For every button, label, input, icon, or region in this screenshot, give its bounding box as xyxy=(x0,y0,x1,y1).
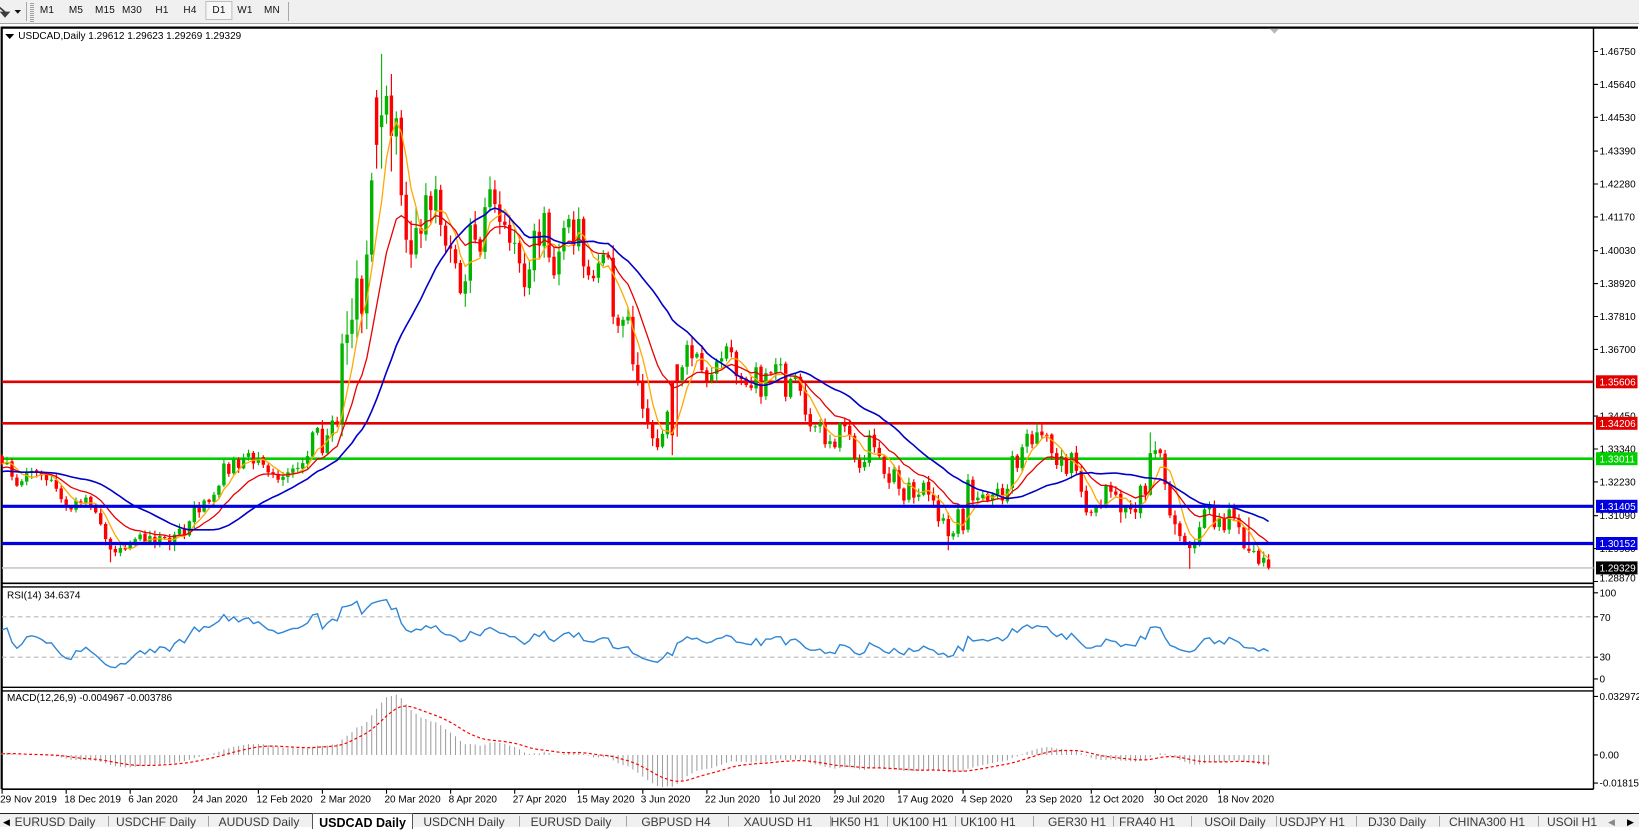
svg-text:USDCAD,Daily 1.29612 1.29623: USDCAD,Daily 1.29612 1.29623 1.29269 1.2… xyxy=(18,31,241,42)
svg-text:100: 100 xyxy=(1600,588,1617,599)
svg-text:3 Jun 2020: 3 Jun 2020 xyxy=(641,795,691,806)
svg-text:4 Sep 2020: 4 Sep 2020 xyxy=(961,795,1013,806)
svg-text:1.28870: 1.28870 xyxy=(1600,574,1637,585)
svg-text:MACD(12,26,9) -0.004967 -0.003: MACD(12,26,9) -0.004967 -0.003786 xyxy=(7,693,173,704)
svg-text:1.33011: 1.33011 xyxy=(1600,454,1636,465)
svg-text:-0.018154: -0.018154 xyxy=(1600,779,1639,790)
svg-text:22 Jun 2020: 22 Jun 2020 xyxy=(705,795,760,806)
svg-text:0.032972: 0.032972 xyxy=(1600,692,1639,703)
svg-text:1.31405: 1.31405 xyxy=(1600,502,1637,513)
svg-text:6 Jan 2020: 6 Jan 2020 xyxy=(128,795,178,806)
svg-text:10 Jul 2020: 10 Jul 2020 xyxy=(769,795,821,806)
svg-text:12 Feb 2020: 12 Feb 2020 xyxy=(256,795,313,806)
svg-text:1.45640: 1.45640 xyxy=(1600,80,1637,91)
svg-text:1.34206: 1.34206 xyxy=(1600,419,1637,430)
svg-text:18 Nov 2020: 18 Nov 2020 xyxy=(1217,795,1274,806)
svg-text:30: 30 xyxy=(1600,652,1612,663)
svg-text:0: 0 xyxy=(1600,674,1606,685)
svg-text:29 Jul 2020: 29 Jul 2020 xyxy=(833,795,885,806)
svg-text:30 Oct 2020: 30 Oct 2020 xyxy=(1153,795,1208,806)
svg-text:1.40030: 1.40030 xyxy=(1600,246,1637,257)
svg-text:1.32230: 1.32230 xyxy=(1600,477,1637,488)
svg-text:2 Mar 2020: 2 Mar 2020 xyxy=(320,795,371,806)
svg-text:1.29329: 1.29329 xyxy=(1600,564,1637,575)
svg-text:29 Nov 2019: 29 Nov 2019 xyxy=(0,795,57,806)
svg-text:1.38920: 1.38920 xyxy=(1600,279,1637,290)
svg-text:20 Mar 2020: 20 Mar 2020 xyxy=(385,795,442,806)
svg-text:24 Jan 2020: 24 Jan 2020 xyxy=(192,795,247,806)
svg-text:1.41170: 1.41170 xyxy=(1600,212,1636,223)
svg-text:1.46750: 1.46750 xyxy=(1600,47,1637,58)
svg-text:70: 70 xyxy=(1600,613,1612,624)
svg-text:1.30152: 1.30152 xyxy=(1600,539,1637,550)
svg-text:1.43390: 1.43390 xyxy=(1600,147,1637,158)
svg-text:27 Apr 2020: 27 Apr 2020 xyxy=(513,795,567,806)
svg-text:12 Oct 2020: 12 Oct 2020 xyxy=(1089,795,1144,806)
svg-text:23 Sep 2020: 23 Sep 2020 xyxy=(1025,795,1082,806)
svg-text:8 Apr 2020: 8 Apr 2020 xyxy=(449,795,498,806)
svg-text:17 Aug 2020: 17 Aug 2020 xyxy=(897,795,954,806)
svg-text:1.36700: 1.36700 xyxy=(1600,345,1637,356)
svg-text:18 Dec 2019: 18 Dec 2019 xyxy=(64,795,121,806)
svg-text:RSI(14) 34.6374: RSI(14) 34.6374 xyxy=(7,591,81,602)
svg-text:1.44530: 1.44530 xyxy=(1600,113,1637,124)
svg-text:1.37810: 1.37810 xyxy=(1600,312,1637,323)
svg-text:1.42280: 1.42280 xyxy=(1600,180,1637,191)
svg-text:1.35606: 1.35606 xyxy=(1600,377,1637,388)
svg-text:15 May 2020: 15 May 2020 xyxy=(577,795,635,806)
svg-text:0.00: 0.00 xyxy=(1600,750,1620,761)
